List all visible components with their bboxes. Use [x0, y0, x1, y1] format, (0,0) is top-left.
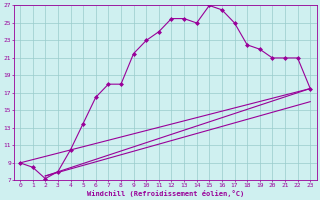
X-axis label: Windchill (Refroidissement éolien,°C): Windchill (Refroidissement éolien,°C)	[86, 190, 244, 197]
